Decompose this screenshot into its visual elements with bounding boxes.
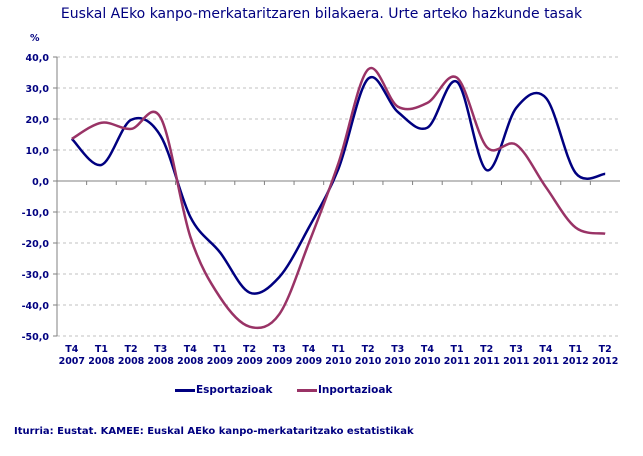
- legend-label: Esportazioak: [196, 384, 273, 396]
- x-tick-label-year: 2008: [118, 356, 145, 367]
- x-tick-label-quarter: T1: [450, 344, 463, 355]
- x-tick-label-quarter: T4: [539, 344, 552, 355]
- x-tick-label-year: 2012: [592, 356, 618, 367]
- x-tick-label-quarter: T4: [184, 344, 197, 355]
- legend-item-inportazioak: Inportazioak: [297, 384, 392, 396]
- y-tick-label: 40,0: [26, 53, 50, 64]
- x-tick-label-year: 2010: [385, 356, 412, 367]
- y-tick-label: -40,0: [22, 301, 50, 312]
- y-tick-label: 30,0: [26, 84, 50, 95]
- x-tick-label-quarter: T4: [302, 344, 315, 355]
- legend-item-esportazioak: Esportazioak: [175, 384, 272, 396]
- x-tick-label-quarter: T3: [154, 344, 167, 355]
- x-tick-label-year: 2011: [444, 356, 470, 367]
- legend-label: Inportazioak: [318, 384, 393, 396]
- y-tick-label: -10,0: [22, 208, 50, 219]
- x-tick-label-year: 2010: [414, 356, 441, 367]
- x-tick-label-quarter: T1: [569, 344, 582, 355]
- x-tick-label-year: 2010: [325, 356, 352, 367]
- legend-swatch-inportazioak: [297, 388, 317, 392]
- y-tick-label: 0,0: [32, 177, 49, 188]
- legend-swatch-esportazioak: [175, 388, 195, 392]
- x-tick-label-year: 2008: [147, 356, 174, 367]
- x-tick-label-year: 2009: [236, 356, 262, 367]
- y-tick-label: -50,0: [22, 332, 50, 343]
- x-tick-label-quarter: T1: [95, 344, 108, 355]
- x-tick-label-quarter: T1: [332, 344, 345, 355]
- x-tick-label-quarter: T4: [65, 344, 78, 355]
- x-tick-label-quarter: T2: [125, 344, 138, 355]
- y-tick-label: -30,0: [22, 270, 50, 281]
- x-tick-label-year: 2012: [562, 356, 588, 367]
- y-tick-label: -20,0: [22, 239, 50, 250]
- x-tick-label-year: 2007: [59, 356, 85, 367]
- x-tick-label-quarter: T2: [362, 344, 375, 355]
- line-chart: % 40,0 30,0 20,0 10,0 0,0 -10,0 -20,0 -30,0 -40,…: [22, 33, 620, 367]
- x-tick-label-year: 2011: [503, 356, 529, 367]
- x-tick-label-year: 2009: [207, 356, 233, 367]
- x-tick-label-year: 2011: [473, 356, 499, 367]
- x-tick-label-year: 2010: [355, 356, 382, 367]
- x-tick-label-quarter: T2: [599, 344, 612, 355]
- chart-title: Euskal AEko kanpo-merkataritzaren bilaka…: [60, 6, 583, 22]
- x-tick-label-quarter: T3: [273, 344, 286, 355]
- x-tick-label-quarter: T3: [391, 344, 404, 355]
- series-line-inportazioak: [71, 66, 606, 330]
- x-tick-label-quarter: T4: [421, 344, 434, 355]
- x-tick-label-quarter: T2: [480, 344, 493, 355]
- x-tick-label-year: 2008: [177, 356, 204, 367]
- y-tick-label: 20,0: [26, 115, 50, 126]
- x-tick-label-year: 2011: [533, 356, 559, 367]
- x-tick-label-quarter: T1: [213, 344, 226, 355]
- x-tick-label-year: 2008: [88, 356, 115, 367]
- x-tick-label-quarter: T3: [510, 344, 523, 355]
- x-tick-label-quarter: T2: [243, 344, 256, 355]
- x-tick-label-year: 2009: [266, 356, 292, 367]
- source-note: Iturria: Eustat. KAMEE: Euskal AEko kanp…: [14, 426, 414, 437]
- series-line-esportazioak: [70, 75, 606, 295]
- x-tick-label-year: 2009: [296, 356, 322, 367]
- y-tick-label: 10,0: [26, 146, 50, 157]
- y-axis-label: %: [30, 33, 40, 44]
